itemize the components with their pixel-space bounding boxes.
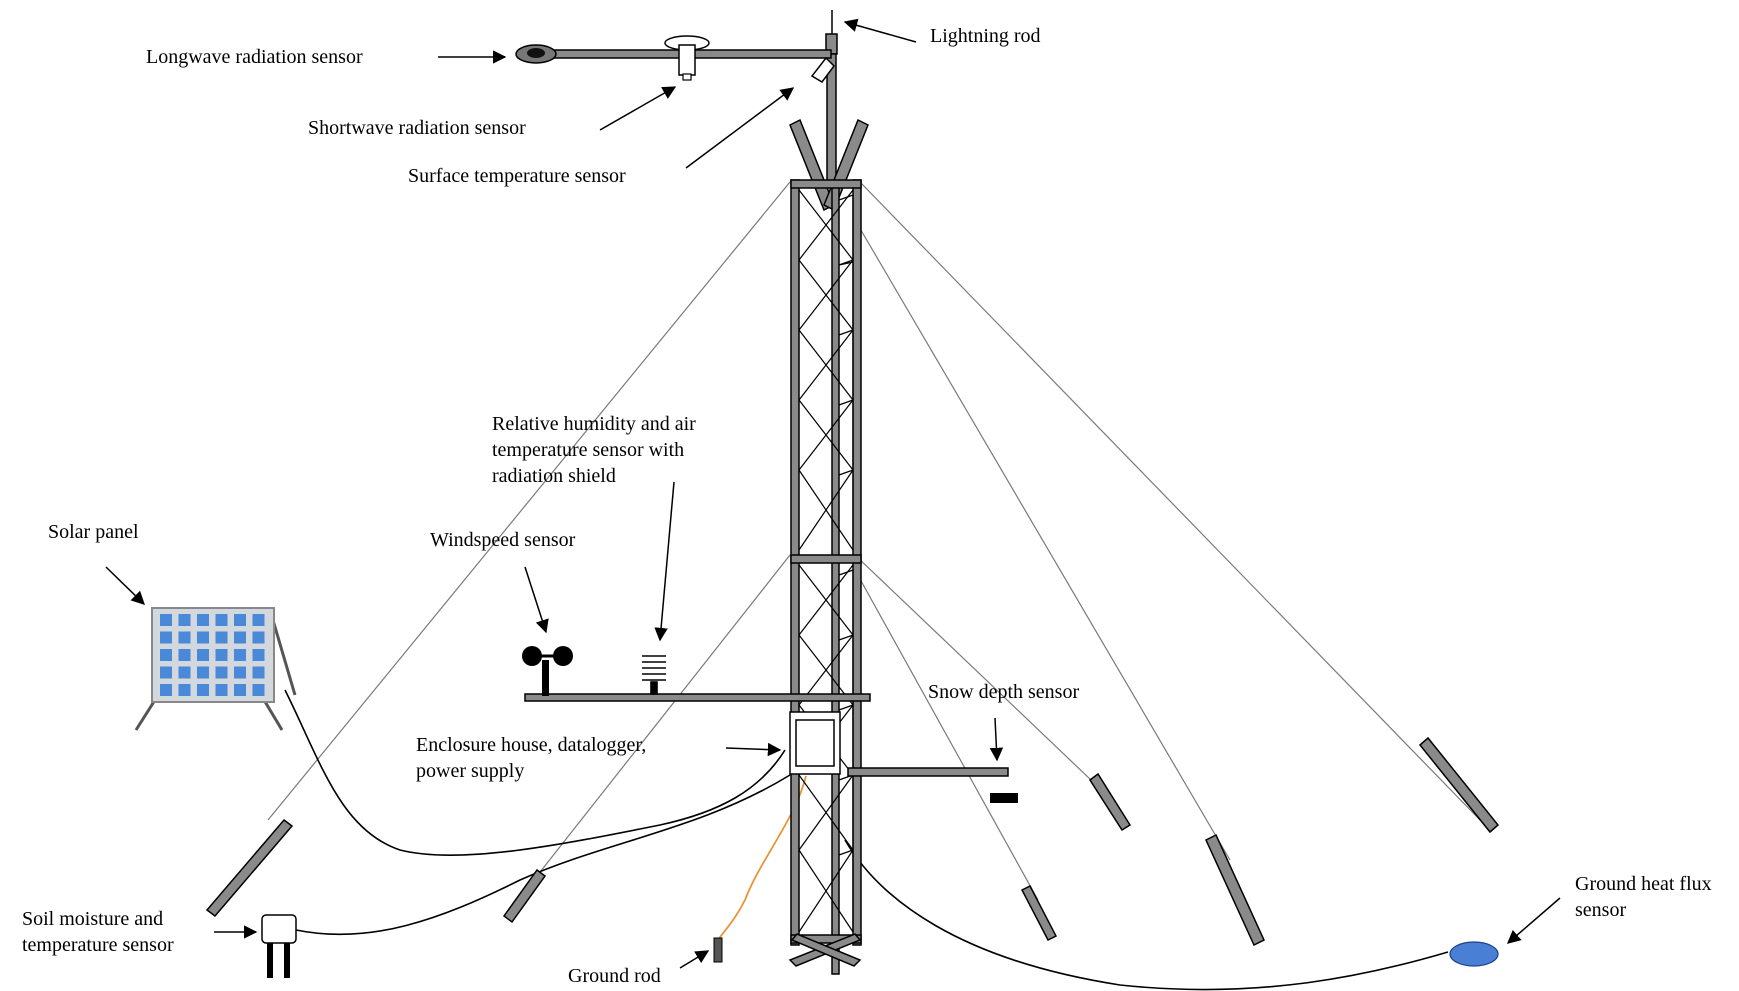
solar-cell	[160, 649, 172, 661]
arrow-heat-flux	[1506, 897, 1561, 944]
relative-humidity-sensor	[642, 655, 666, 695]
tower-bracing	[798, 189, 854, 933]
solar-cell	[252, 631, 265, 644]
solar-cell	[215, 684, 228, 696]
solar-cell	[197, 666, 209, 679]
enclosure-house	[789, 711, 841, 775]
solar-panel	[134, 607, 297, 731]
ground-rod	[713, 937, 723, 963]
sensor-arm	[524, 693, 871, 702]
guy-wire	[267, 181, 791, 821]
rh-label-line3: radiation shield	[492, 465, 616, 487]
solar-cell	[178, 614, 191, 626]
solar-cell	[160, 666, 172, 679]
guy-wires	[267, 181, 1481, 901]
arrow-surface-temp	[685, 87, 795, 169]
label-arrows	[105, 18, 1561, 969]
snow-sensor-arm	[847, 767, 1009, 777]
guy-wire	[854, 219, 1231, 861]
arrow-solar-panel	[105, 566, 145, 605]
solar-cell	[197, 649, 209, 661]
snow-depth-sensor	[990, 793, 1018, 803]
ground-heat-flux-sensor	[1449, 941, 1499, 967]
heat-flux-cable	[844, 839, 1449, 991]
guy-wire	[517, 554, 791, 901]
solar-panel-label: Solar panel	[48, 521, 139, 543]
solar-cell	[197, 614, 209, 626]
solar-cell	[252, 666, 265, 679]
solar-cell	[215, 631, 228, 644]
soil-label-line1: Soil moisture and	[22, 908, 163, 930]
heat-flux-label-line2: sensor	[1575, 899, 1626, 921]
solar-cell	[215, 614, 228, 626]
soil-moisture-sensor	[261, 914, 297, 978]
solar-panel-cable	[284, 689, 786, 857]
windspeed-sensor	[522, 646, 573, 696]
lattice-tower	[788, 179, 862, 975]
solar-cell	[252, 614, 265, 626]
lightning-rod-label: Lightning rod	[930, 25, 1041, 47]
solar-cell	[234, 631, 246, 644]
solar-cell	[178, 631, 191, 644]
solar-cell	[178, 649, 191, 661]
tower-base	[788, 933, 862, 967]
enclosure-label-line1: Enclosure house, datalogger,	[416, 734, 646, 756]
ground-rod-label: Ground rod	[568, 965, 661, 987]
anchor-stake	[1020, 884, 1058, 942]
surface-temperature-sensor	[810, 56, 835, 83]
rh-label-line2: temperature sensor with	[492, 439, 684, 461]
anchor-stake	[502, 868, 547, 924]
windspeed-label: Windspeed sensor	[430, 529, 576, 551]
anchor-stake	[205, 818, 294, 918]
arrow-ground-rod	[679, 950, 710, 969]
solar-cell	[160, 631, 172, 644]
anchor-stake	[1088, 772, 1132, 832]
solar-cell	[215, 649, 228, 661]
arrow-snow-depth	[989, 717, 1004, 762]
diagram-labels: Lightning rod Longwave radiation sensor …	[22, 25, 1712, 987]
solar-cell	[234, 666, 246, 679]
solar-cell	[252, 684, 265, 696]
solar-cell	[234, 614, 246, 626]
anchor-stake	[1205, 833, 1265, 947]
solar-panel-cells	[160, 614, 265, 696]
guy-wire	[854, 569, 1039, 901]
solar-cell	[234, 684, 246, 696]
solar-cell	[178, 684, 191, 696]
soil-sensor-cable	[295, 774, 791, 936]
rh-label-line1: Relative humidity and air	[492, 413, 696, 435]
longwave-radiation-sensor	[515, 44, 557, 64]
surface-temperature-label: Surface temperature sensor	[408, 165, 626, 187]
arrow-enclosure	[725, 742, 782, 757]
soil-label-line2: temperature sensor	[22, 934, 174, 956]
solar-cell	[252, 649, 265, 661]
solar-cell	[215, 666, 228, 679]
solar-cell	[160, 614, 172, 626]
solar-cell	[178, 666, 191, 679]
shortwave-label: Shortwave radiation sensor	[308, 117, 526, 139]
enclosure-label-line2: power supply	[416, 760, 524, 782]
solar-cell	[234, 649, 246, 661]
arrow-shortwave	[599, 86, 677, 131]
solar-cell	[197, 684, 209, 696]
arrow-lightning-rod	[843, 18, 917, 43]
heat-flux-label-line1: Ground heat flux	[1575, 873, 1712, 895]
guy-wire	[859, 181, 1481, 821]
longwave-label: Longwave radiation sensor	[146, 46, 363, 68]
guy-wire	[854, 554, 1113, 801]
solar-cell	[197, 631, 209, 644]
snow-depth-label: Snow depth sensor	[928, 681, 1079, 703]
arrow-rh	[654, 481, 675, 642]
ground-anchors	[205, 736, 1500, 947]
solar-cell	[160, 684, 172, 696]
anchor-stake	[1418, 736, 1500, 834]
shortwave-radiation-sensor	[664, 35, 710, 81]
arrow-windspeed	[524, 566, 549, 634]
